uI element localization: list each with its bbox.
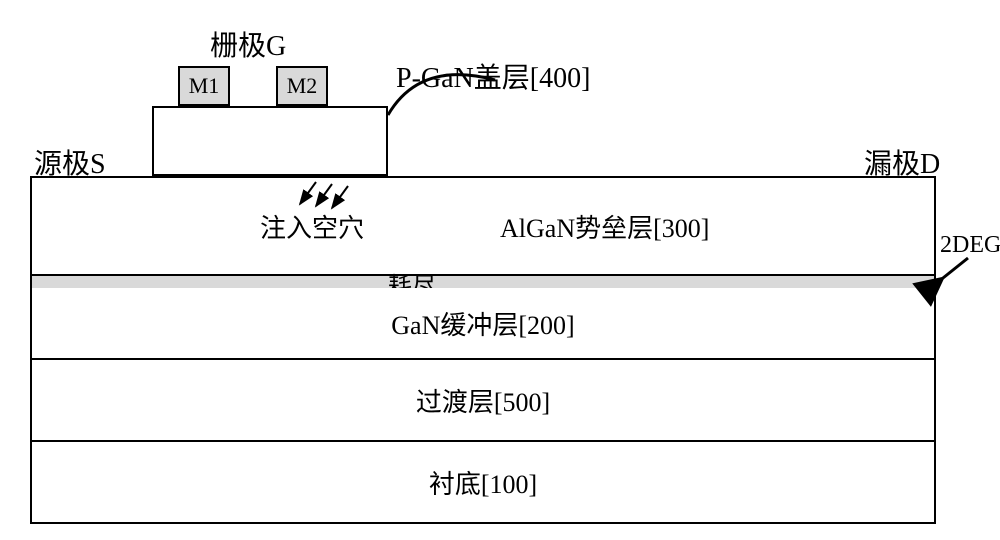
overlay-svg (0, 0, 1000, 540)
inject-arrow-1 (300, 182, 316, 204)
inject-arrow-3 (332, 186, 348, 208)
inject-arrow-2 (316, 184, 332, 206)
twodeg-arrow (938, 258, 968, 282)
cap-callout-curve (388, 75, 495, 115)
diagram-canvas: 栅极G P-GaN盖层[400] M1 M2 源极S 漏极D 注入空穴 AlGa… (0, 0, 1000, 540)
